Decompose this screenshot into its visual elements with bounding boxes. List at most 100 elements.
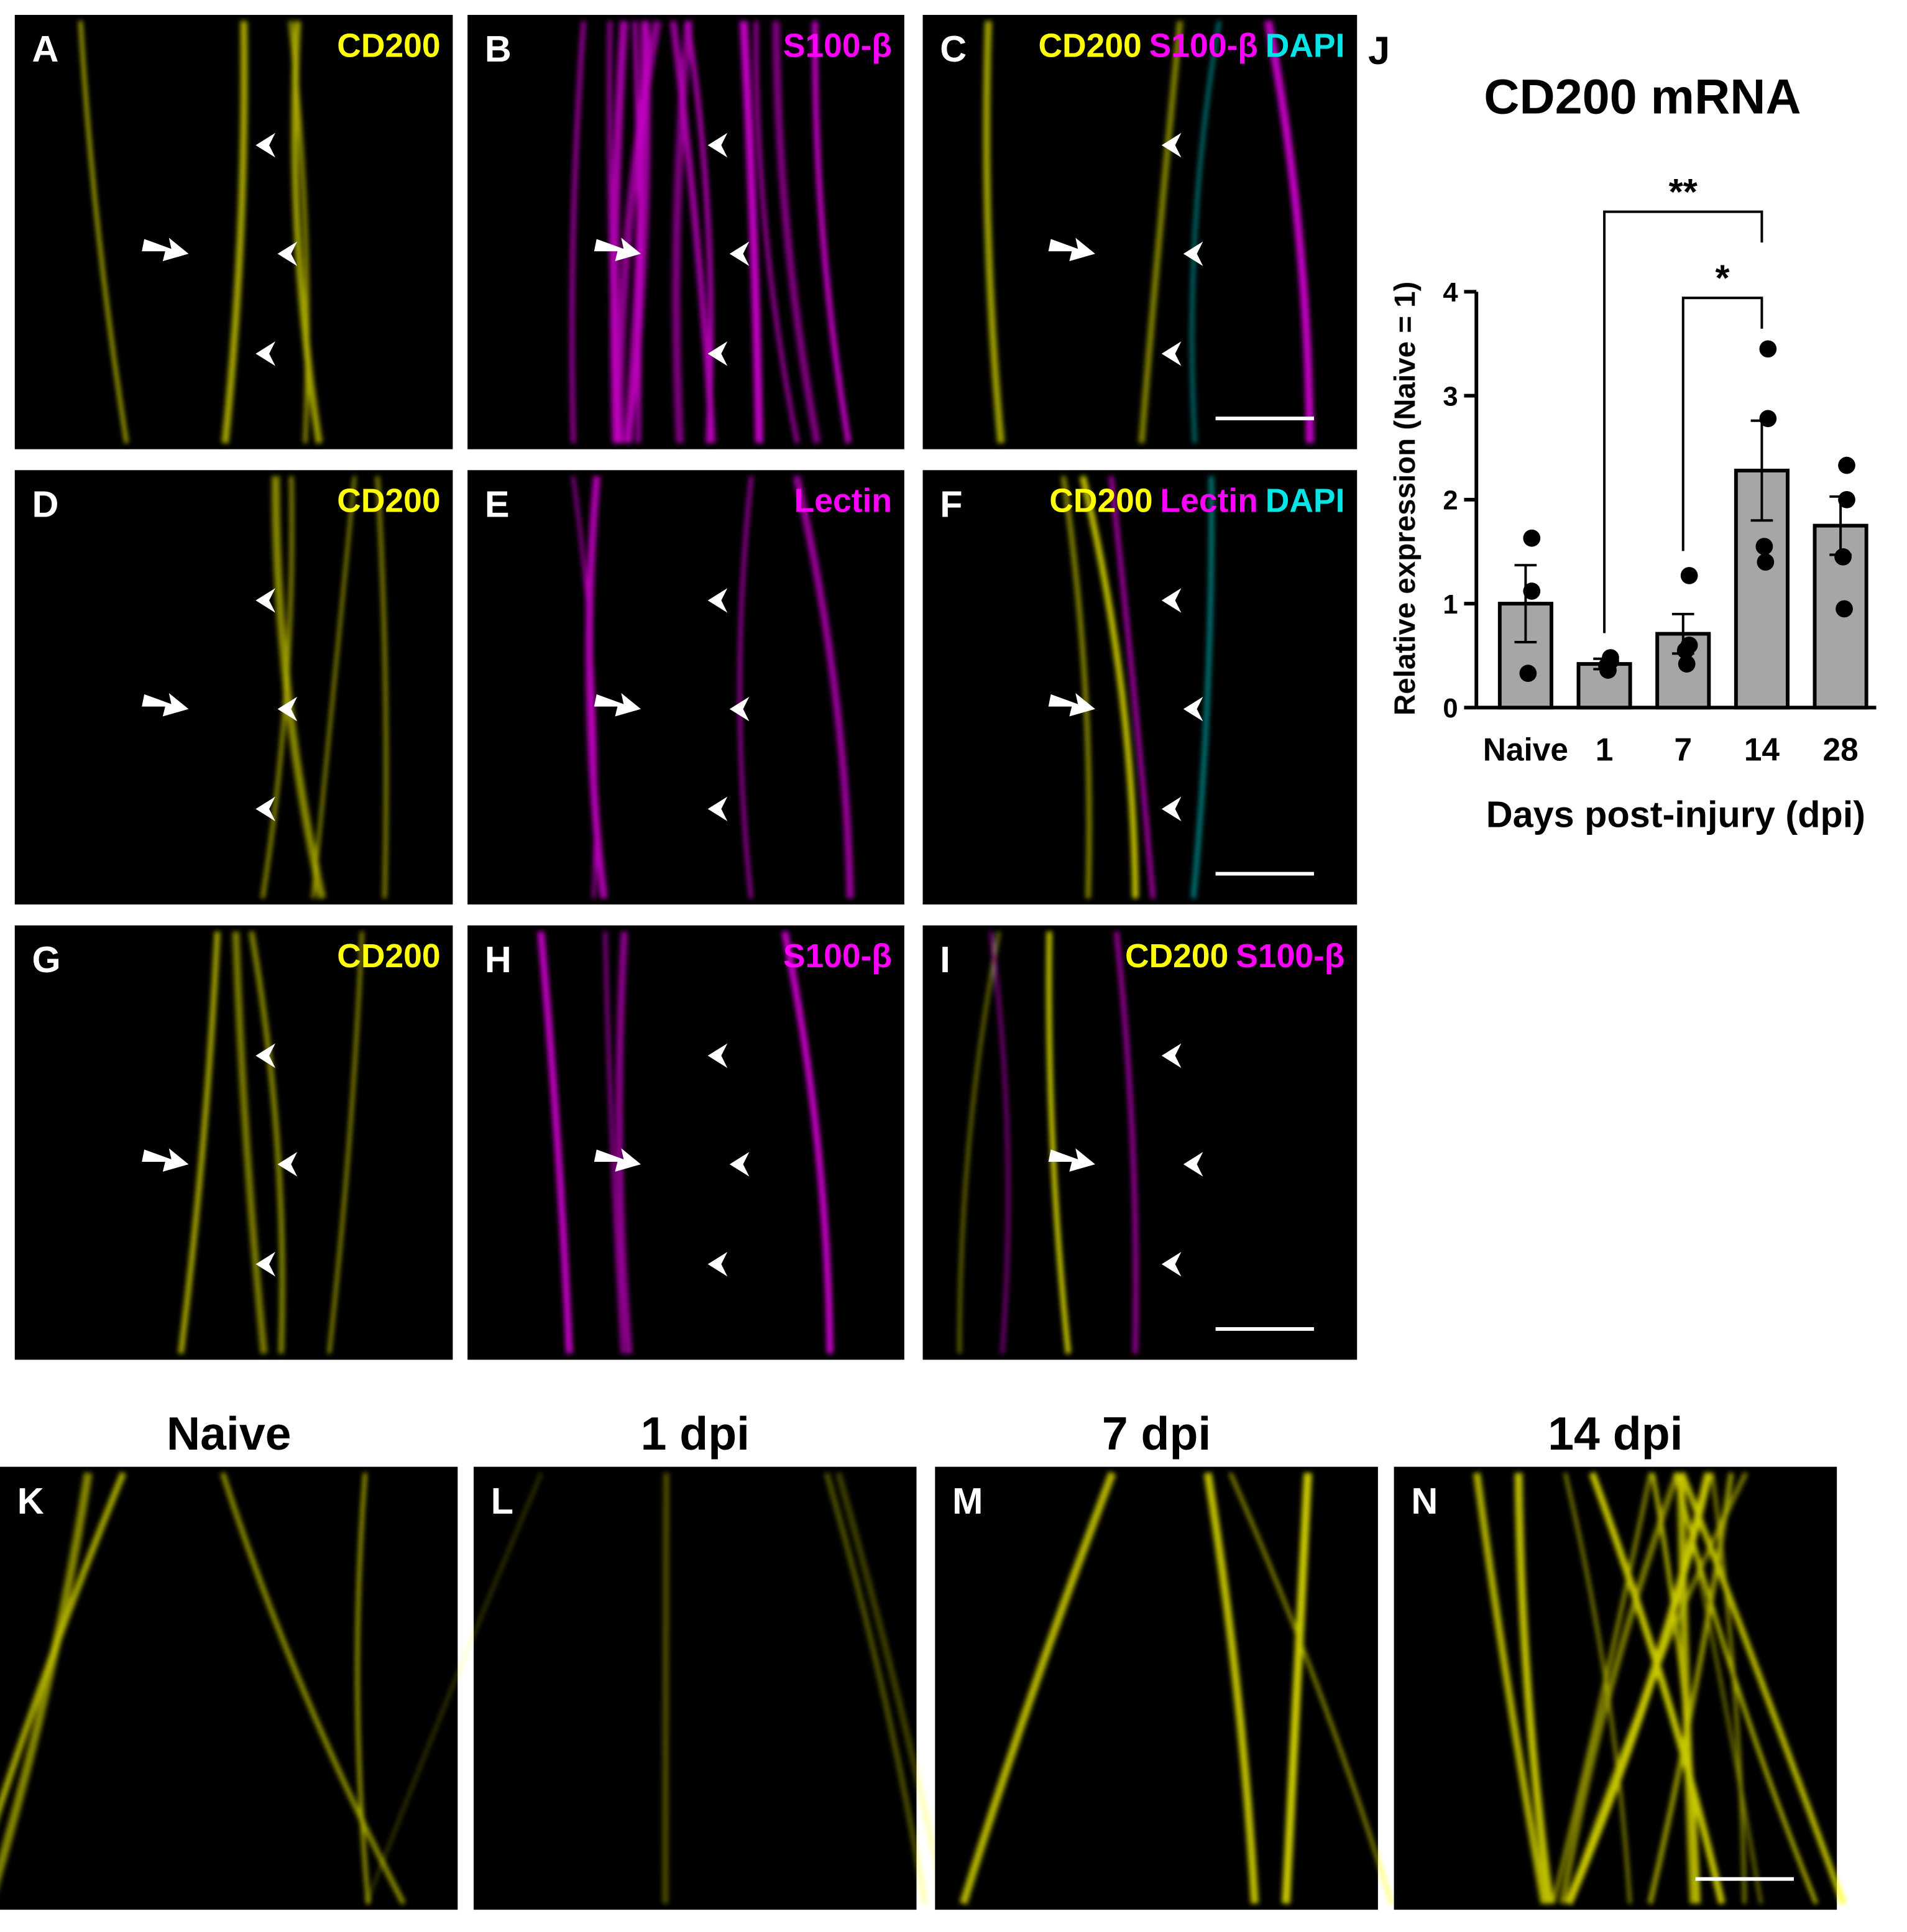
signal-strand [249,931,285,1354]
arrowhead [1161,341,1182,366]
signal-strand [537,931,573,1354]
signal-strand [753,21,799,444]
x-tick-label: 14 [1744,731,1780,767]
micrograph [467,470,904,905]
significance-bracket [1603,210,1763,633]
significance-label: * [1716,257,1730,298]
y-tick-label: 1 [1443,590,1458,620]
micrograph [467,925,904,1360]
arrowhead [1183,696,1203,722]
arrowhead [1161,1043,1182,1069]
signal-strand [232,931,268,1355]
channel-label: S100-β [1236,938,1344,975]
signal-strand [824,1472,928,1904]
panel-letter: I [940,939,950,980]
micrograph [474,1466,917,1910]
signal-strand [1650,1472,1701,1904]
signal-strand [1108,476,1156,899]
micrograph-signal [1473,1471,1847,1905]
panel-letter: E [485,484,510,525]
data-point [1755,538,1773,555]
y-tick-label: 2 [1443,486,1458,516]
signal-strand [0,1472,93,1883]
signal-strand [1138,21,1183,444]
chart-title: CD200 mRNA [1484,68,1801,124]
signal-strand [1589,1471,1725,1905]
micrograph-signal [78,21,323,444]
channel-label: Lectin [794,483,892,520]
y-tick-label: 4 [1443,278,1458,308]
arrowhead [1161,132,1182,158]
panel-letter: F [940,484,962,525]
data-point [1838,456,1855,474]
signal-strand [812,21,852,444]
arrow [1048,692,1095,717]
channel-label: DAPI [1266,483,1345,520]
signal-strand [311,476,356,899]
arrowhead [1161,1251,1182,1277]
data-point [1678,655,1696,673]
arrowhead [1161,796,1182,822]
arrow [1048,237,1095,262]
panel-letter: G [32,939,60,980]
arrowhead [707,132,728,158]
data-point [1523,529,1541,547]
signal-strand [615,931,633,1354]
channel-labels: CD200 [337,483,440,520]
micrograph [14,925,453,1360]
micrograph-signal [365,1472,949,1905]
channel-label: CD200 [337,27,440,64]
x-axis-label: Days post-injury (dpi) [1486,793,1865,835]
data-point [1676,642,1694,660]
signal-strand [1282,1473,1312,1904]
arrowhead [707,588,728,613]
data-point [1838,490,1855,508]
panel-letter: J [1368,29,1390,73]
arrowhead [277,1152,298,1177]
panel-letter: B [485,28,512,70]
channel-labels: CD200 [337,27,440,64]
signal-strand [586,476,608,899]
arrowhead [255,1251,275,1277]
arrowhead [729,241,750,267]
panel-heading: 14 dpi [1548,1407,1683,1460]
channel-label: S100-β [783,938,892,975]
signal-strand [739,21,763,443]
signal-strand [1473,1472,1548,1905]
x-tick-label: 28 [1822,731,1858,767]
signal-strand [835,1472,949,1905]
signal-strand [327,931,364,1354]
panel-letter: N [1411,1480,1438,1522]
data-point [1519,665,1537,682]
signal-strand [291,21,323,444]
data-point [1834,548,1852,566]
micrograph-signal [260,476,388,899]
channel-label: Lectin [1160,483,1258,520]
signal-strand [1559,1471,1681,1905]
arrow [142,692,189,717]
micrograph-signal [0,1471,406,1905]
arrowhead [707,341,728,366]
signal-strand [958,931,1001,1354]
arrowhead [707,1251,728,1277]
micrograph-signal [537,931,834,1354]
arrowhead [1161,588,1182,613]
panel-heading: 1 dpi [641,1407,750,1460]
micrograph [922,470,1358,905]
panel-letter: D [32,484,58,525]
channel-labels: CD200 [337,938,440,975]
channel-label: DAPI [1266,27,1345,64]
signal-strand [1710,1473,1747,1904]
signal-strand [220,1472,406,1905]
x-tick-label: Naive [1483,731,1568,767]
data-point [1759,410,1777,428]
signal-strand [989,931,1010,1354]
arrow [142,1148,189,1172]
y-tick-label: 0 [1443,694,1458,724]
signal-strand [604,931,624,1354]
arrowhead [277,241,298,267]
data-point [1680,567,1698,584]
panel-letter: H [485,939,512,980]
signal-strand [1679,1471,1847,1905]
